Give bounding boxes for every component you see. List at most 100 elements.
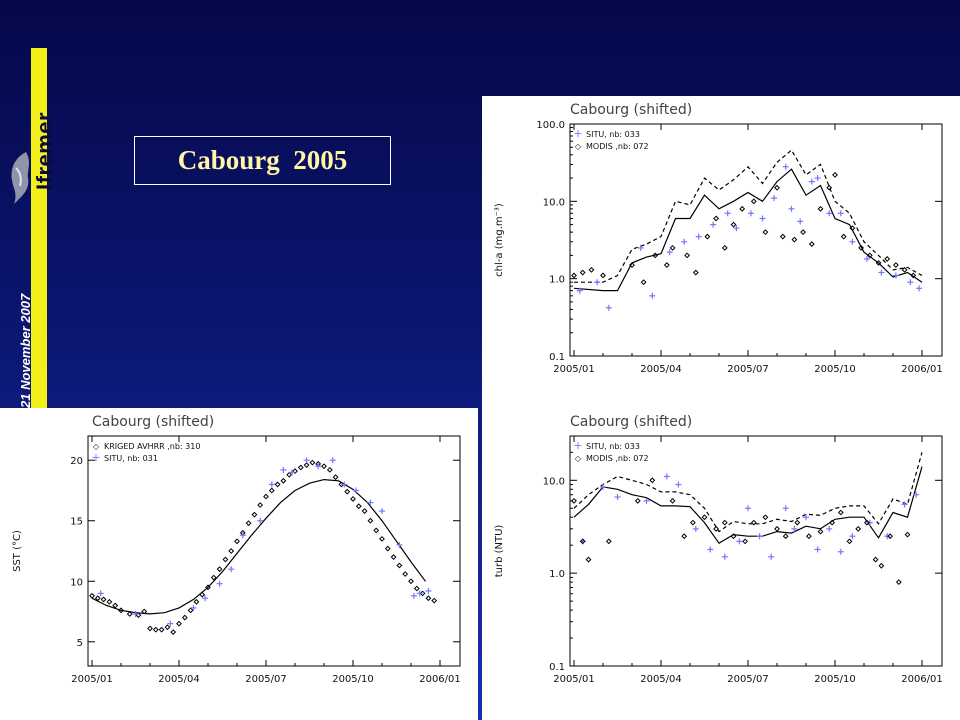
sat-point	[904, 531, 911, 538]
sat-point	[849, 225, 856, 232]
sat-point	[585, 556, 592, 563]
sat-point	[730, 221, 737, 228]
situ-point	[771, 195, 778, 202]
sat-point	[571, 497, 577, 504]
sat-point	[257, 502, 264, 508]
sat-point	[579, 538, 586, 545]
sat-point	[326, 466, 333, 473]
sat-point	[762, 514, 769, 521]
sat-point	[808, 241, 815, 247]
situ-point	[863, 255, 870, 262]
sat-point	[742, 538, 749, 545]
y-tick-label: 5	[77, 638, 83, 649]
sat-point	[431, 597, 438, 604]
x-tick-label: 2005/07	[245, 674, 287, 685]
legend-marker-sat: ◇	[575, 454, 582, 463]
sat-point	[321, 463, 327, 470]
situ-point	[814, 546, 821, 553]
situ-point	[791, 525, 798, 532]
situ-point	[329, 457, 336, 464]
turb-chart: Cabourg (shifted) turb (NTU) 2005/01 2005/0…	[494, 414, 943, 685]
sat-point	[176, 620, 182, 627]
situ-point	[649, 292, 656, 299]
sat-point	[234, 538, 240, 545]
sat-point	[384, 545, 391, 552]
sat-point	[855, 525, 862, 532]
sat-point	[817, 205, 824, 212]
y-tick-label: 1.0	[549, 275, 565, 286]
ifremer-fish-logo-icon	[11, 152, 30, 204]
legend-marker-sat: ◇	[575, 142, 582, 151]
sat-point	[762, 229, 769, 236]
situ-point	[782, 505, 789, 512]
sat-point	[205, 584, 211, 591]
situ-point	[268, 481, 275, 488]
sat-point	[571, 272, 577, 279]
situ-point	[745, 505, 751, 512]
chl-chart: Cabourg (shifted) chl-a (mg.m⁻³) 2005/01 20…	[494, 102, 943, 375]
sat-point	[292, 468, 298, 475]
turb-chart-panel: Cabourg (shifted) turb (NTU) 2005/01 2005/0…	[482, 408, 960, 720]
sat-point	[408, 578, 414, 585]
y-tick-label: 15	[70, 517, 83, 528]
sat-point	[396, 562, 403, 569]
situ-point	[341, 481, 348, 488]
situ-point	[721, 553, 728, 560]
x-tick-label: 2005/07	[727, 674, 769, 685]
dashed-series-line	[573, 452, 923, 533]
sat-point	[112, 602, 119, 609]
situ-point	[692, 525, 699, 532]
brand-strip	[31, 48, 47, 410]
plot-frame	[87, 435, 461, 667]
y-tick-label: 20	[70, 456, 83, 467]
x-tick-label: 2006/01	[901, 364, 943, 375]
situ-point	[756, 533, 763, 540]
y-tick-label: 1.0	[549, 569, 565, 580]
sat-point	[863, 519, 870, 526]
y-tick-label: 10.0	[543, 476, 565, 487]
situ-point	[379, 508, 385, 515]
legend-entry: SITU, nb: 033	[586, 442, 640, 451]
page-title: Cabourg 2005	[177, 145, 348, 175]
sat-point	[158, 626, 165, 633]
sst-chart: Cabourg (shifted) SST (°C) 2005/01 2005/04 2…	[12, 414, 461, 685]
sat-point	[910, 272, 917, 279]
sat-point	[106, 598, 113, 605]
sat-point	[361, 508, 368, 514]
brand-name: Ifremer	[32, 111, 57, 190]
situ-point	[724, 210, 731, 217]
situ-point	[239, 532, 246, 539]
sat-point	[373, 527, 380, 534]
solid-series-line	[91, 478, 426, 615]
situ-point	[913, 491, 920, 498]
chart-title: Cabourg (shifted)	[570, 102, 692, 118]
sat-point	[887, 533, 894, 540]
sat-point	[689, 519, 696, 526]
sat-point	[669, 244, 676, 251]
sat-point	[425, 595, 432, 602]
sat-point	[669, 497, 676, 504]
situ-point	[675, 481, 682, 488]
situ-point	[605, 304, 612, 311]
sat-point	[390, 554, 397, 560]
situ-point	[228, 566, 235, 573]
sat-point	[89, 592, 95, 599]
situ-point	[907, 279, 914, 286]
x-tick-label: 2005/01	[553, 674, 595, 685]
situ-point	[849, 238, 856, 245]
legend-marker-sat: ◇	[93, 442, 100, 451]
x-tick-label: 2005/10	[814, 364, 856, 375]
situ-point	[901, 501, 908, 508]
sat-point	[895, 579, 902, 586]
dashed-series-line	[574, 149, 923, 283]
situ-point	[814, 175, 821, 182]
plot-frame	[569, 435, 943, 667]
situ-point	[663, 473, 670, 480]
sat-point	[419, 590, 426, 597]
x-tick-label: 2005/04	[158, 674, 200, 685]
chart-title: Cabourg (shifted)	[92, 414, 214, 430]
situ-point	[216, 580, 223, 587]
situ-point	[695, 233, 702, 240]
sat-point	[704, 233, 711, 240]
situ-point	[837, 548, 844, 555]
